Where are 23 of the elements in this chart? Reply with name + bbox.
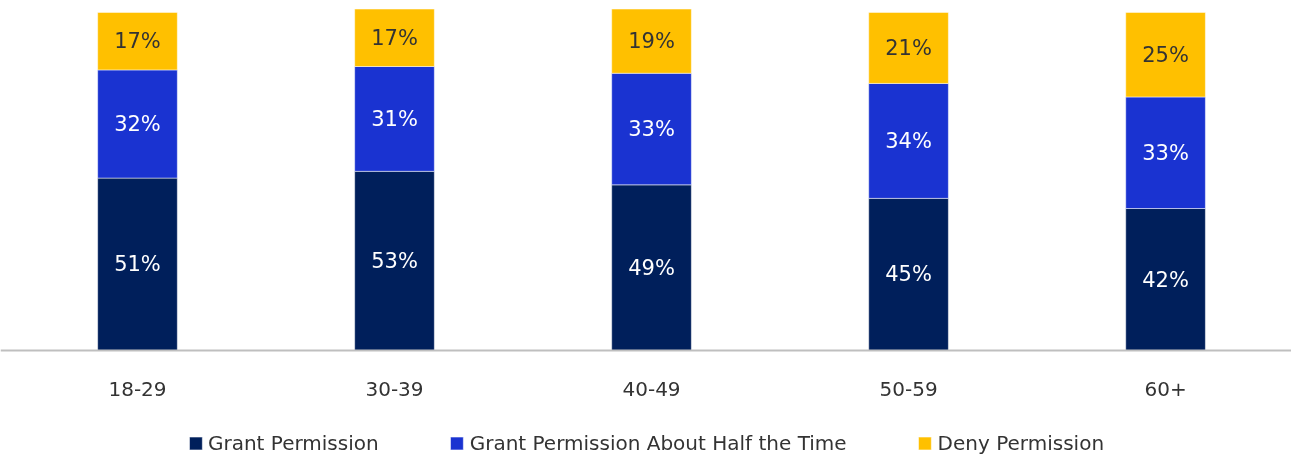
data-label: 51% [114, 252, 161, 277]
x-tick-label: 18-29 [108, 376, 167, 401]
data-label: 53% [371, 248, 418, 273]
legend-label: Grant Permission [207, 431, 379, 455]
data-label: 25% [1142, 42, 1189, 67]
data-label: 49% [628, 255, 675, 280]
data-label: 34% [885, 128, 932, 153]
data-label: 32% [114, 111, 161, 136]
x-tick-label: 30-39 [365, 376, 424, 401]
data-label: 33% [628, 117, 675, 142]
data-label: 45% [885, 262, 932, 287]
data-label: 17% [114, 29, 161, 54]
data-label: 31% [371, 106, 418, 131]
legend-label: Grant Permission About Half the Time [469, 431, 847, 455]
legend-label: Deny Permission [937, 431, 1105, 455]
x-tick-label: 50-59 [879, 376, 938, 401]
data-label: 42% [1142, 267, 1189, 292]
data-label: 17% [371, 25, 418, 50]
data-label: 21% [885, 35, 932, 60]
x-tick-label: 40-49 [622, 376, 681, 401]
data-label: 19% [628, 29, 675, 54]
data-label: 33% [1142, 140, 1189, 165]
x-tick-label: 60+ [1144, 376, 1187, 401]
